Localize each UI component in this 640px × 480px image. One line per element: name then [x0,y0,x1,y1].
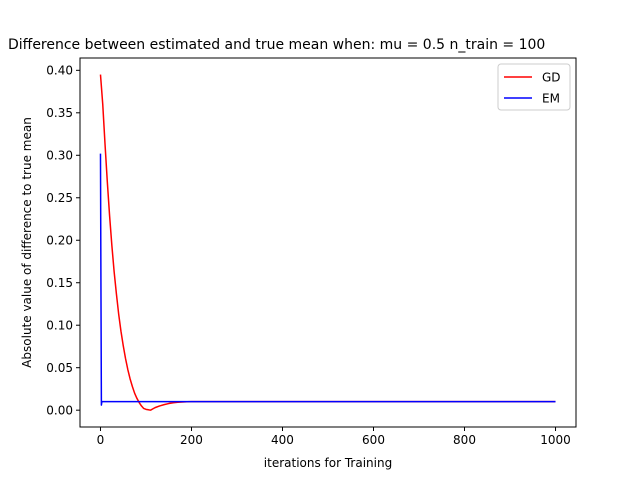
y-tick-label: 0.00 [46,403,73,417]
series-line-em [99,153,556,406]
y-tick-label: 0.30 [46,149,73,163]
chart-title: Difference between estimated and true me… [8,37,545,53]
x-tick-label: 200 [180,433,203,447]
y-axis-label: Absolute value of difference to true mea… [20,117,34,368]
series-layer [99,74,556,411]
y-tick-label: 0.15 [46,276,73,290]
y-tick-label: 0.40 [46,64,73,78]
y-axis: 0.00 0.05 0.10 0.15 0.20 0.25 0.30 0.35 0.40 [46,64,80,417]
legend: GD EM [497,63,571,111]
x-tick-label: 600 [362,433,385,447]
legend-label-gd: GD [542,70,561,84]
x-tick-label: 800 [453,433,476,447]
y-tick-label: 0.25 [46,191,73,205]
y-tick-label: 0.10 [46,319,73,333]
x-tick-label: 400 [271,433,294,447]
x-axis-label: iterations for Training [264,456,392,470]
y-tick-label: 0.05 [46,361,73,375]
x-tick-label: 0 [97,433,105,447]
legend-label-em: EM [542,91,560,105]
x-axis: 0 200 400 600 800 1000 [97,427,571,447]
y-tick-label: 0.35 [46,106,73,120]
x-tick-label: 1000 [540,433,571,447]
plot-frame [79,57,577,428]
y-tick-label: 0.20 [46,234,73,248]
